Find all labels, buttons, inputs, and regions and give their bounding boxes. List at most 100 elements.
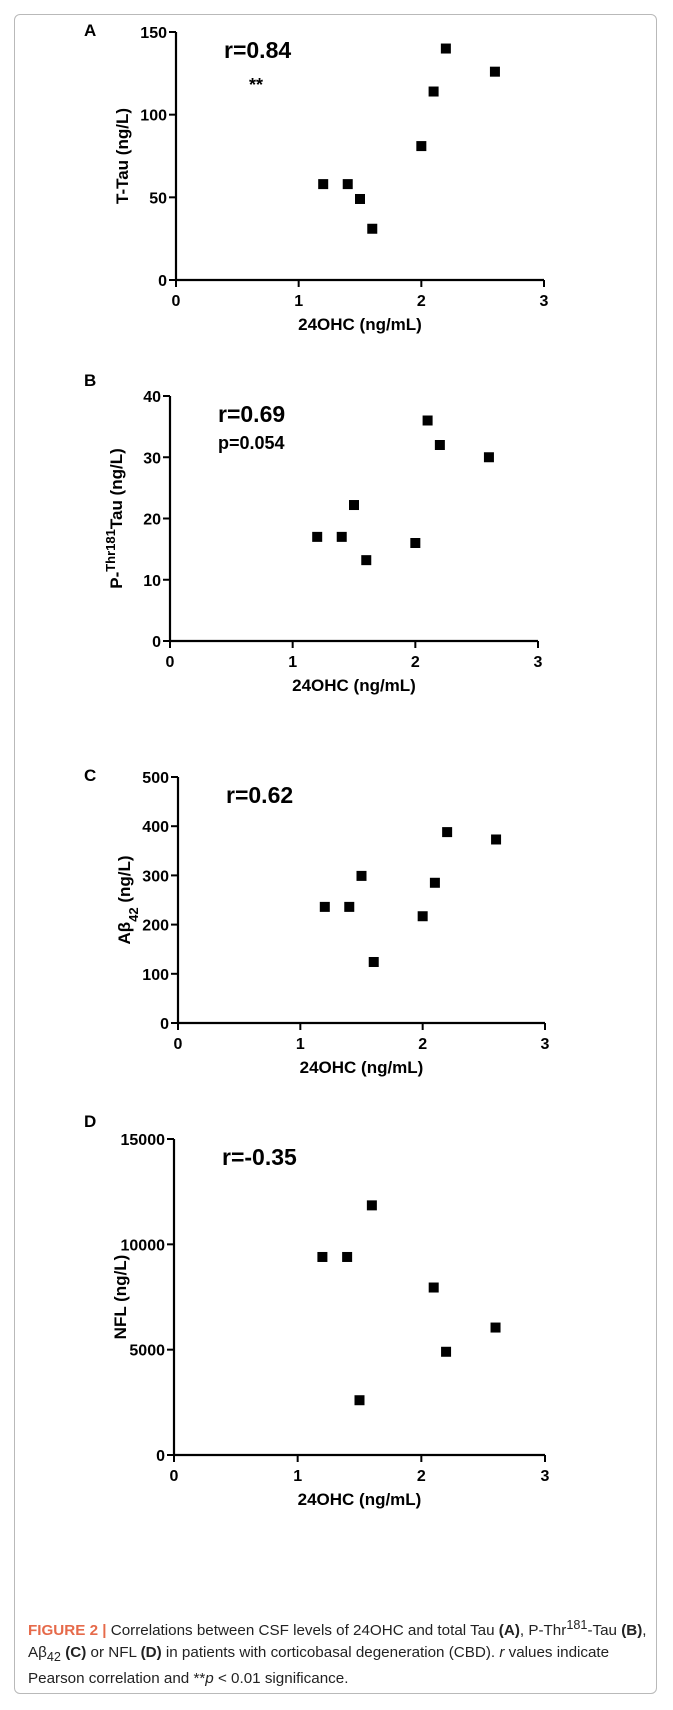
caption-italic-r: r <box>499 1644 505 1662</box>
data-point <box>344 901 355 912</box>
x-tick-label: 0 <box>174 1036 183 1053</box>
x-tick-label: 3 <box>541 1468 550 1485</box>
data-point <box>417 911 428 922</box>
y-tick-label: 400 <box>142 819 169 836</box>
y-tick-label: 0 <box>156 1448 165 1465</box>
x-tick-label: 1 <box>294 293 303 310</box>
caption-figure-label: FIGURE 2 | <box>28 1622 107 1640</box>
panel-label: B <box>84 371 96 390</box>
data-point <box>368 956 379 967</box>
chart-panel-c: C 0 1 2 3 0 100 200 300 400 500 24OHC (ng/mL) Aβ42 (… <box>84 766 550 1077</box>
data-point <box>356 870 367 881</box>
x-axis-label: 24OHC (ng/mL) <box>298 1490 422 1509</box>
x-tick-label: 0 <box>170 1468 179 1485</box>
correlation-r-value: r=0.84 <box>224 37 291 63</box>
data-point <box>428 86 439 97</box>
y-tick-label: 200 <box>142 918 169 935</box>
x-tick-label: 2 <box>411 654 420 671</box>
y-tick-label: 100 <box>140 108 167 125</box>
y-tick-label: 0 <box>158 273 167 290</box>
significance-annotation: ** <box>249 75 263 95</box>
x-tick-label: 3 <box>541 1036 550 1053</box>
data-point <box>342 1251 353 1262</box>
data-point <box>354 1395 365 1406</box>
data-point <box>318 179 329 190</box>
x-tick-label: 2 <box>417 293 426 310</box>
x-tick-label: 0 <box>166 654 175 671</box>
correlation-r-value: r=-0.35 <box>222 1144 297 1170</box>
significance-annotation: p=0.054 <box>218 433 285 453</box>
x-tick-label: 1 <box>296 1036 305 1053</box>
y-tick-label: 40 <box>143 389 161 406</box>
caption-text: , Aβ <box>28 1622 647 1662</box>
x-tick-label: 3 <box>540 293 549 310</box>
y-tick-label: 30 <box>143 450 161 467</box>
data-point <box>442 827 453 838</box>
figure-frame <box>14 14 657 1694</box>
data-point <box>361 555 372 566</box>
data-point <box>336 531 347 542</box>
y-tick-label: 10000 <box>121 1237 166 1254</box>
chart-panel-a: A 0 1 2 3 0 50 100 150 24OHC (ng/mL) T-Tau (ng/L) r… <box>84 21 549 334</box>
caption-text: -Tau <box>587 1622 622 1640</box>
y-tick-label: 50 <box>149 190 167 207</box>
panel-label: C <box>84 766 96 785</box>
x-axis-label: 24OHC (ng/mL) <box>292 676 416 695</box>
y-tick-label: 0 <box>160 1016 169 1033</box>
data-point <box>367 223 378 234</box>
data-point <box>434 440 445 450</box>
caption-text: < 0.01 significance. <box>213 1670 349 1688</box>
correlation-r-value: r=0.69 <box>218 401 285 427</box>
panel-label: D <box>84 1112 96 1131</box>
caption-ref-b: (B) <box>621 1622 643 1640</box>
caption-ref-d: (D) <box>140 1644 162 1662</box>
data-point <box>489 66 500 77</box>
y-tick-label: 20 <box>143 512 161 529</box>
data-point <box>319 901 330 912</box>
y-axis-label: Aβ42 (ng/L) <box>115 855 141 944</box>
y-tick-label: 10 <box>143 573 161 590</box>
y-tick-label: 150 <box>140 25 167 42</box>
caption-ref-c: (C) <box>65 1644 87 1662</box>
data-point <box>428 1282 439 1293</box>
data-point <box>312 531 323 542</box>
data-point <box>355 193 365 204</box>
data-point <box>491 834 502 845</box>
chart-panel-d: D 0 1 2 3 0 5000 10000 15000 24OHC (ng/mL) NFL (ng… <box>84 1112 550 1509</box>
x-axis-label: 24OHC (ng/mL) <box>298 315 422 334</box>
y-axis-label: NFL (ng/L) <box>111 1255 130 1340</box>
data-point <box>429 877 440 888</box>
data-point <box>490 1322 501 1333</box>
caption-text: in patients with corticobasal degenerati… <box>161 1644 500 1662</box>
data-point <box>342 179 353 190</box>
x-tick-label: 3 <box>534 654 543 671</box>
y-tick-label: 500 <box>142 770 169 787</box>
x-tick-label: 2 <box>417 1468 426 1485</box>
caption-superscript: 181 <box>566 1618 588 1632</box>
x-tick-label: 1 <box>288 654 297 671</box>
caption-text: values indicate Pearson correlation and … <box>28 1644 610 1688</box>
caption-italic-p: p <box>205 1670 214 1688</box>
x-axis-label: 24OHC (ng/mL) <box>300 1058 424 1077</box>
panel-label: A <box>84 21 96 40</box>
y-tick-label: 300 <box>142 868 169 885</box>
data-point <box>440 43 451 54</box>
y-tick-label: 5000 <box>129 1343 165 1360</box>
data-point <box>349 500 359 511</box>
data-point <box>422 415 433 426</box>
caption-text: , P-Thr <box>519 1622 567 1640</box>
caption-subscript: 42 <box>46 1650 61 1665</box>
y-axis-label: T-Tau (ng/L) <box>113 108 132 204</box>
caption-text: Correlations between CSF levels of 24OHC… <box>110 1622 499 1640</box>
y-tick-label: 100 <box>142 967 169 984</box>
data-point <box>416 141 427 152</box>
y-tick-label: 0 <box>152 634 161 651</box>
data-point <box>410 538 421 548</box>
x-tick-label: 2 <box>418 1036 427 1053</box>
correlation-r-value: r=0.62 <box>226 782 293 808</box>
caption-ref-a: (A) <box>498 1622 520 1640</box>
data-point <box>441 1346 452 1357</box>
y-tick-label: 15000 <box>121 1132 166 1149</box>
y-axis-label: P-Thr181Tau (ng/L) <box>103 448 127 589</box>
